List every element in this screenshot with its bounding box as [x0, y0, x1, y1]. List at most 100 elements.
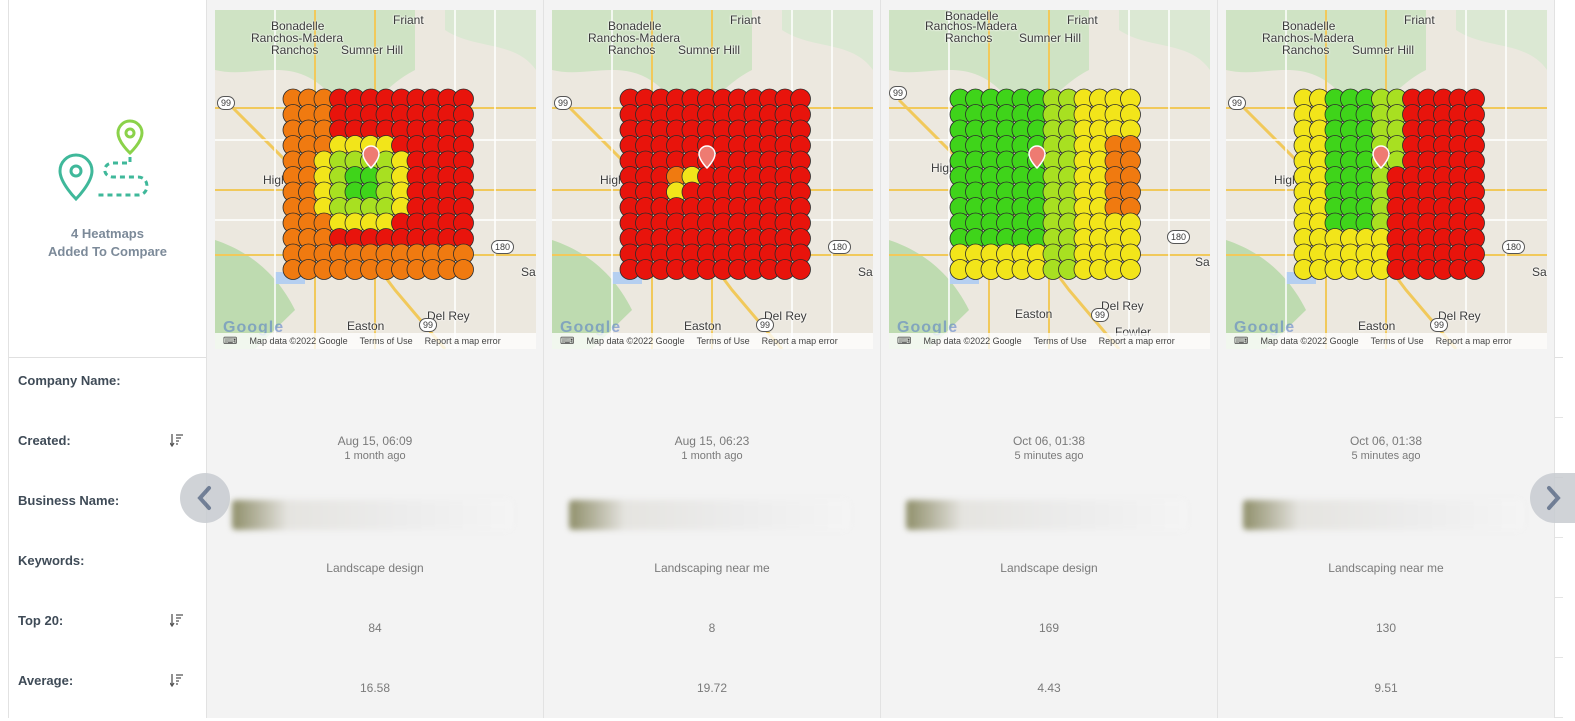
- heatmap-map[interactable]: Bonadelle Ranchos-Madera Ranchos Friant Sumn…: [552, 10, 873, 349]
- report-error-link[interactable]: Report a map error: [424, 336, 501, 346]
- map-place-label: Ranchos: [608, 43, 656, 57]
- keyboard-icon[interactable]: ⌨: [560, 335, 575, 347]
- heatmap-point[interactable]: [453, 259, 474, 280]
- map-place-label: Del Rey: [1438, 309, 1481, 323]
- report-error-link[interactable]: Report a map error: [1435, 336, 1512, 346]
- map-pin-icon: [698, 145, 716, 170]
- heatmap-grid: [949, 88, 1141, 280]
- heatmap-column-1: Bonadelle Ranchos-Madera Ranchos Friant Sumn…: [207, 0, 544, 358]
- keyboard-icon[interactable]: ⌨: [897, 335, 912, 347]
- blurred-business-name: [1243, 500, 1523, 530]
- row-label-company: Company Name:: [8, 358, 207, 418]
- blurred-business-name: [569, 500, 849, 530]
- sort-icon[interactable]: [170, 613, 184, 627]
- row-top20: Top 20: 84 8 169 130: [8, 598, 1563, 658]
- map-place-label: 99: [217, 96, 236, 110]
- average-cell: 16.58: [207, 658, 544, 718]
- map-place-label: Ranchos-Madera: [925, 19, 1018, 33]
- terms-link[interactable]: Terms of Use: [1370, 336, 1424, 346]
- prev-button[interactable]: [180, 473, 230, 523]
- company-cell: [207, 358, 544, 418]
- row-label-created: Created:: [8, 418, 207, 478]
- report-error-link[interactable]: Report a map error: [1098, 336, 1175, 346]
- heatmap-point[interactable]: [790, 259, 811, 280]
- row-company-name: Company Name:: [8, 358, 1563, 418]
- created-cell: Oct 06, 01:38 5 minutes ago: [1218, 418, 1555, 478]
- terms-link[interactable]: Terms of Use: [1033, 336, 1087, 346]
- heatmap-map[interactable]: Bonadelle Ranchos-Madera Ranchos Friant Sumn…: [889, 10, 1210, 349]
- average-cell: 9.51: [1218, 658, 1555, 718]
- row-average: Average: 16.58 19.72 4.43 9.51: [8, 658, 1563, 718]
- map-attribution: ⌨ Map data ©2022 Google Terms of Use Report…: [1226, 333, 1547, 349]
- chevron-left-icon: [197, 486, 211, 510]
- route-pins-icon: [57, 119, 148, 202]
- terms-link[interactable]: Terms of Use: [359, 336, 413, 346]
- company-cell: [544, 358, 881, 418]
- map-place-label: Friant: [1404, 13, 1435, 27]
- top20-cell: 130: [1218, 598, 1555, 658]
- map-place-label: Ranchos-Madera: [1262, 31, 1355, 45]
- map-place-label: Sang: [1195, 255, 1210, 269]
- keyboard-icon[interactable]: ⌨: [1234, 335, 1249, 347]
- map-place-label: 99: [889, 86, 908, 100]
- map-place-label: Del Rey: [427, 309, 470, 323]
- report-error-link[interactable]: Report a map error: [761, 336, 838, 346]
- heatmap-grid: [619, 88, 811, 280]
- chevron-right-icon: [1546, 486, 1561, 510]
- map-place-label: Ranchos-Madera: [588, 31, 681, 45]
- heatmap-point[interactable]: [1120, 259, 1141, 280]
- map-place-label: Sumner Hill: [678, 43, 741, 57]
- average-cell: 4.43: [881, 658, 1218, 718]
- sort-icon[interactable]: [170, 673, 184, 687]
- map-place-label: Easton: [1358, 319, 1396, 333]
- blurred-business-name: [232, 500, 512, 530]
- row-label-top20: Top 20:: [8, 598, 207, 658]
- map-attribution: ⌨ Map data ©2022 Google Terms of Use Report…: [889, 333, 1210, 349]
- keyword-cell: Landscape design: [881, 538, 1218, 598]
- keyword-cell: Landscape design: [207, 538, 544, 598]
- next-button[interactable]: [1530, 473, 1575, 523]
- heatmap-map[interactable]: Bonadelle Ranchos-Madera Ranchos Friant Sumn…: [215, 10, 536, 349]
- keyword-cell: Landscaping near me: [1218, 538, 1555, 598]
- heatmap-count-caption: Added To Compare: [48, 244, 167, 259]
- terms-link[interactable]: Terms of Use: [696, 336, 750, 346]
- map-place-label: San: [1532, 265, 1547, 279]
- compare-summary: 4 Heatmaps Added To Compare: [8, 0, 207, 358]
- map-data-credit: Map data ©2022 Google: [1260, 336, 1359, 346]
- company-cell: [1218, 358, 1555, 418]
- row-keywords: Keywords: Landscape design Landscaping n…: [8, 538, 1563, 598]
- created-cell: Oct 06, 01:38 5 minutes ago: [881, 418, 1218, 478]
- map-place-label: Del Rey: [1101, 299, 1144, 313]
- row-business-name: Business Name:: [8, 478, 1563, 538]
- map-place-label: 99: [1430, 318, 1449, 332]
- map-place-label: 99: [419, 318, 438, 332]
- map-place-label: Ranchos: [1282, 43, 1330, 57]
- maps-row: 4 Heatmaps Added To Compare Bonadelle Ran…: [8, 0, 1563, 358]
- google-logo: Google: [1234, 319, 1296, 336]
- heatmap-grid: [282, 88, 474, 280]
- map-place-label: High: [1274, 173, 1299, 187]
- heatmap-count: 4 Heatmaps: [71, 226, 144, 241]
- map-place-label: Bonadelle: [1282, 19, 1336, 33]
- heatmap-map[interactable]: Bonadelle Ranchos-Madera Ranchos Friant Sumn…: [1226, 10, 1547, 349]
- map-place-label: Easton: [347, 319, 385, 333]
- business-cell: [207, 478, 544, 538]
- heatmap-grid: [1293, 88, 1485, 280]
- map-place-label: 99: [1228, 96, 1247, 110]
- heatmap-column-2: Bonadelle Ranchos-Madera Ranchos Friant Sumn…: [544, 0, 881, 358]
- heatmap-point[interactable]: [1464, 259, 1485, 280]
- created-cell: Aug 15, 06:09 1 month ago: [207, 418, 544, 478]
- map-data-credit: Map data ©2022 Google: [249, 336, 348, 346]
- top20-cell: 169: [881, 598, 1218, 658]
- keyboard-icon[interactable]: ⌨: [223, 335, 238, 347]
- map-pin-icon: [1372, 145, 1390, 170]
- map-place-label: San: [858, 265, 873, 279]
- sort-icon[interactable]: [170, 433, 184, 447]
- map-data-credit: Map data ©2022 Google: [586, 336, 685, 346]
- heatmap-column-3: Bonadelle Ranchos-Madera Ranchos Friant Sumn…: [881, 0, 1218, 358]
- business-cell: [1218, 478, 1555, 538]
- map-place-label: Ranchos-Madera: [251, 31, 344, 45]
- keyword-cell: Landscaping near me: [544, 538, 881, 598]
- average-cell: 19.72: [544, 658, 881, 718]
